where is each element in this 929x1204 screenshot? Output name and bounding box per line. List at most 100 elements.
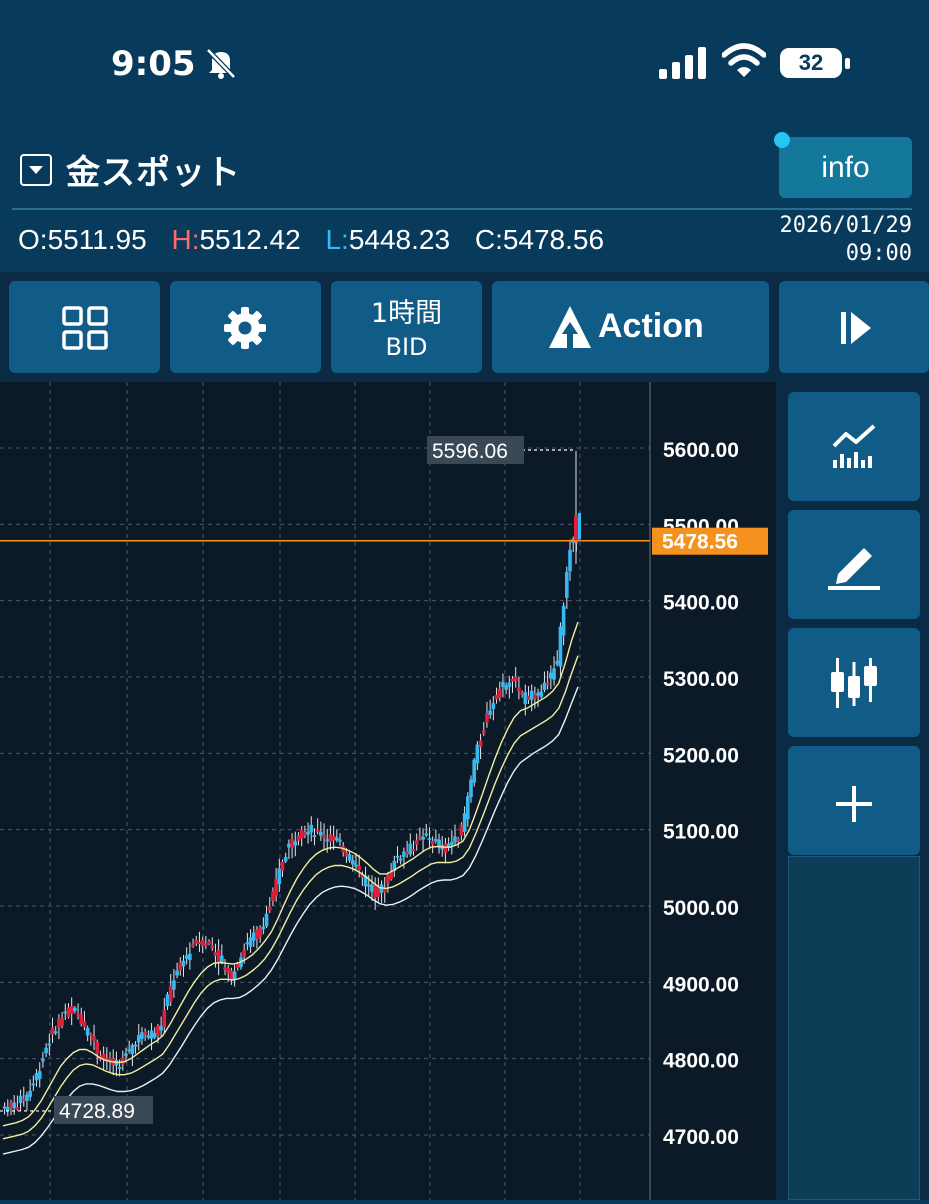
action-button[interactable]: Action (492, 281, 769, 373)
candle-body (574, 515, 579, 541)
symbol-name[interactable]: 金スポット (66, 153, 241, 193)
candle-body (555, 660, 560, 665)
candle-body (63, 1011, 68, 1014)
candle-body (424, 833, 429, 836)
candle-body (331, 835, 336, 841)
candle-time: 09:00 (845, 241, 912, 266)
candle-body (299, 830, 304, 839)
open-label: O: (18, 224, 48, 255)
candle-body (44, 1047, 48, 1054)
low-marker-box (54, 1095, 153, 1124)
candle-body (465, 796, 470, 820)
high-marker-label: 5596.06 (432, 440, 508, 463)
candle-body (130, 1045, 135, 1055)
replay-button[interactable] (779, 281, 929, 373)
candle-body (328, 834, 333, 843)
info-button[interactable]: info (779, 137, 912, 198)
candle-body (322, 834, 326, 839)
candle-body (159, 1025, 163, 1031)
candle-body (162, 1009, 167, 1028)
candle-body (485, 713, 489, 723)
candle-body (363, 875, 368, 887)
candle-body (296, 835, 301, 841)
high-value: 5512.42 (199, 224, 301, 255)
candle-body (565, 571, 569, 598)
candle-body (277, 868, 282, 885)
current-price-tag (652, 527, 768, 555)
indicators-button[interactable] (788, 392, 920, 501)
candle-body (21, 1098, 26, 1101)
chart-area[interactable]: 5600.00 5500.00 5400.00 5300.00 5200.00 5100.… (0, 382, 776, 1204)
drawing-tools-button[interactable] (788, 510, 920, 619)
candle-body (5, 1107, 10, 1111)
candle-body (309, 824, 314, 833)
candle-body (427, 837, 432, 840)
timeframe-button[interactable]: 1時間 BID (331, 281, 482, 373)
candle-body (283, 856, 288, 862)
candle-body (549, 672, 553, 679)
candle-body (117, 1066, 122, 1069)
candle-body (127, 1049, 131, 1052)
candle-body (207, 941, 211, 944)
candle-body (520, 692, 524, 695)
moving-average-line (2, 621, 579, 1127)
candle-body (350, 860, 355, 865)
candle-body (216, 949, 221, 963)
y-axis-label: 5600.00 (663, 439, 739, 462)
candle-datetime: 2026/01/29 09:00 (780, 212, 912, 268)
chevron-down-icon (29, 166, 43, 174)
step-forward-icon (841, 312, 871, 344)
candle-body (143, 1031, 147, 1035)
candle-body (398, 858, 403, 861)
candle-body (501, 681, 505, 687)
candle-body (66, 1007, 71, 1017)
candle-body (303, 832, 307, 836)
candle-body (434, 838, 438, 841)
add-button[interactable] (788, 746, 920, 855)
candle-date: 2026/01/29 (779, 213, 912, 238)
candle-body (200, 939, 205, 947)
chart-type-button[interactable] (788, 628, 920, 737)
candle-body (430, 841, 435, 845)
candle-body (545, 682, 550, 685)
candle-body (578, 512, 581, 540)
candle-body (280, 861, 285, 871)
battery-indicator: 32 (780, 48, 852, 80)
candle-body (446, 843, 451, 848)
bell-muted-icon (206, 48, 236, 79)
open-value: 5511.95 (47, 224, 147, 255)
y-axis-label: 5200.00 (663, 744, 739, 767)
cellular-signal-icon (659, 47, 706, 79)
candle-body (261, 926, 266, 930)
candle-body (172, 980, 176, 990)
candle-body (264, 913, 269, 927)
candle-body (101, 1053, 106, 1060)
candle-body (271, 891, 275, 902)
candle-body (85, 1027, 90, 1036)
price-chart[interactable]: 5600.005500.005400.005300.005200.005100.… (0, 382, 776, 1204)
candle-body (325, 839, 330, 842)
candle-body (248, 937, 253, 947)
candle-body (437, 839, 441, 847)
layout-button[interactable] (9, 281, 160, 373)
candle-body (73, 1007, 77, 1012)
candle-body (402, 851, 406, 857)
low-marker-label: 4728.89 (59, 1100, 135, 1123)
candle-body (293, 841, 298, 846)
candle-body (478, 740, 483, 748)
settings-button[interactable] (170, 281, 321, 373)
high-label: H: (171, 224, 200, 255)
candle-body (12, 1102, 16, 1109)
candle-body (504, 685, 508, 690)
symbol-dropdown-button[interactable] (20, 154, 52, 186)
candle-body (213, 952, 218, 956)
pencil-icon (828, 548, 880, 590)
candle-body (89, 1034, 93, 1037)
y-axis-label: 5100.00 (663, 821, 739, 844)
candle-body (497, 688, 502, 698)
action-logo-icon (549, 306, 591, 348)
candle-body (25, 1094, 29, 1101)
candle-body (510, 678, 515, 682)
candle-body (315, 829, 320, 832)
candle-body (76, 1013, 80, 1017)
